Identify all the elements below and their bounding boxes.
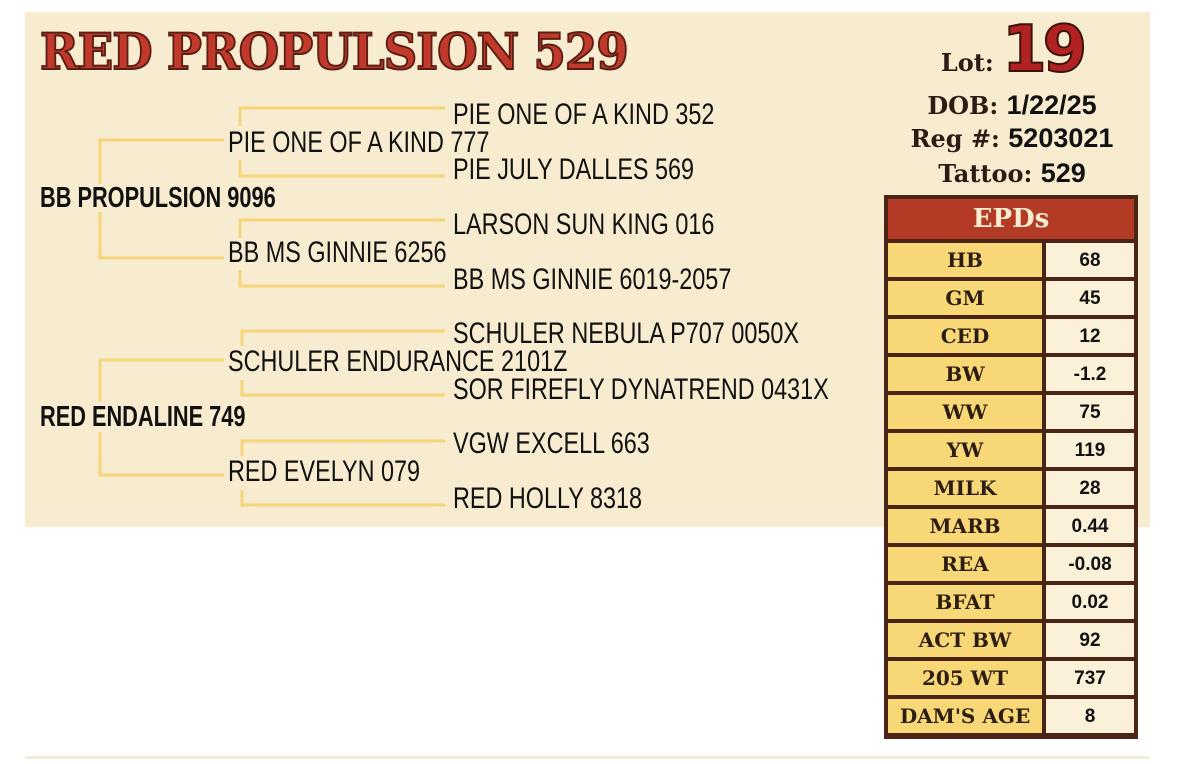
tattoo-value: 529: [1040, 158, 1086, 188]
dob-value: 1/22/25: [1006, 90, 1097, 120]
epd-row: MILK 28: [888, 471, 1134, 505]
pedigree-sire-sire-sire: PIE ONE OF A KIND 352: [453, 98, 715, 131]
epd-label: 205 WT: [888, 661, 1042, 695]
epd-row: GM 45: [888, 281, 1134, 315]
dam-sire-bracket: [240, 329, 445, 397]
epd-row: BW -1.2: [888, 357, 1134, 391]
epd-label: MILK: [888, 471, 1042, 505]
pedigree-dam-sire: SCHULER ENDURANCE 2101Z: [228, 345, 568, 378]
epd-label: YW: [888, 433, 1042, 467]
pedigree-sire-dam-sire: LARSON SUN KING 016: [453, 208, 715, 241]
tattoo-label: Tattoo:: [938, 159, 1033, 188]
epd-label: ACT BW: [888, 623, 1042, 657]
epd-row: CED 12: [888, 319, 1134, 353]
registration: Reg #: 5203021: [884, 123, 1140, 154]
epd-label: DAM'S AGE: [888, 699, 1042, 733]
epd-value: 119: [1046, 433, 1134, 467]
epd-row: REA -0.08: [888, 547, 1134, 581]
epd-value: 28: [1046, 471, 1134, 505]
epd-value: 68: [1046, 243, 1134, 277]
epd-label: CED: [888, 319, 1042, 353]
epd-value: 12: [1046, 319, 1134, 353]
lot-label: Lot:: [940, 48, 994, 77]
pedigree-dam-dam-sire: VGW EXCELL 663: [453, 427, 650, 460]
epd-value: 75: [1046, 395, 1134, 429]
dob: DOB: 1/22/25: [884, 90, 1140, 121]
epd-row: YW 119: [888, 433, 1134, 467]
pedigree-sire-dam: BB MS GINNIE 6256: [228, 236, 447, 269]
dam-bracket: [98, 358, 224, 477]
epd-value: 0.02: [1046, 585, 1134, 619]
pedigree-dam-sire-sire: SCHULER NEBULA P707 0050X: [453, 317, 799, 350]
epd-value: 8: [1046, 699, 1134, 733]
epd-value: 0.44: [1046, 509, 1134, 543]
epd-label: GM: [888, 281, 1042, 315]
pedigree-dam-dam-dam: RED HOLLY 8318: [453, 482, 643, 515]
pedigree-sire-dam-dam: BB MS GINNIE 6019-2057: [453, 263, 732, 296]
epd-label: REA: [888, 547, 1042, 581]
epd-label: BFAT: [888, 585, 1042, 619]
lot-value: 19: [1001, 13, 1088, 87]
epd-row: 205 WT 737: [888, 661, 1134, 695]
epd-table: EPDs HB 68 GM 45 CED 12 BW -1.2 WW 75 YW 119 MILK 28 M…: [884, 195, 1138, 739]
epd-value: -1.2: [1046, 357, 1134, 391]
pedigree-sire-sire-dam: PIE JULY DALLES 569: [453, 153, 695, 186]
sire-bracket: [98, 138, 224, 260]
reg-value: 5203021: [1008, 123, 1114, 153]
epd-label: MARB: [888, 509, 1042, 543]
sire-dam-bracket: [238, 218, 445, 288]
animal-title: RED PROPULSION 529: [39, 21, 630, 82]
epd-value: 92: [1046, 623, 1134, 657]
epd-row: WW 75: [888, 395, 1134, 429]
pedigree-dam-sire-dam: SOR FIREFLY DYNATREND 0431X: [453, 373, 829, 406]
epd-label: HB: [888, 243, 1042, 277]
lot-number: Lot: 19: [884, 13, 1140, 87]
epd-value: 737: [1046, 661, 1134, 695]
pedigree-dam: RED ENDALINE 749: [40, 401, 246, 433]
epd-row: DAM'S AGE 8: [888, 699, 1134, 733]
pedigree-sire: BB PROPULSION 9096: [40, 182, 276, 214]
sire-sire-bracket: [238, 106, 445, 178]
dob-label: DOB:: [927, 91, 999, 120]
epd-label: BW: [888, 357, 1042, 391]
pedigree-sire-sire: PIE ONE OF A KIND 777: [228, 126, 490, 159]
epd-row: ACT BW 92: [888, 623, 1134, 657]
epd-value: 45: [1046, 281, 1134, 315]
reg-label: Reg #:: [910, 124, 1000, 153]
bottom-divider: [25, 756, 1150, 759]
epd-row: MARB 0.44: [888, 509, 1134, 543]
epd-header: EPDs: [888, 199, 1134, 239]
epd-row: HB 68: [888, 243, 1134, 277]
epd-label: WW: [888, 395, 1042, 429]
tattoo: Tattoo: 529: [884, 158, 1140, 189]
pedigree-dam-dam: RED EVELYN 079: [228, 455, 421, 488]
dam-dam-bracket: [240, 439, 445, 507]
epd-row: BFAT 0.02: [888, 585, 1134, 619]
epd-value: -0.08: [1046, 547, 1134, 581]
